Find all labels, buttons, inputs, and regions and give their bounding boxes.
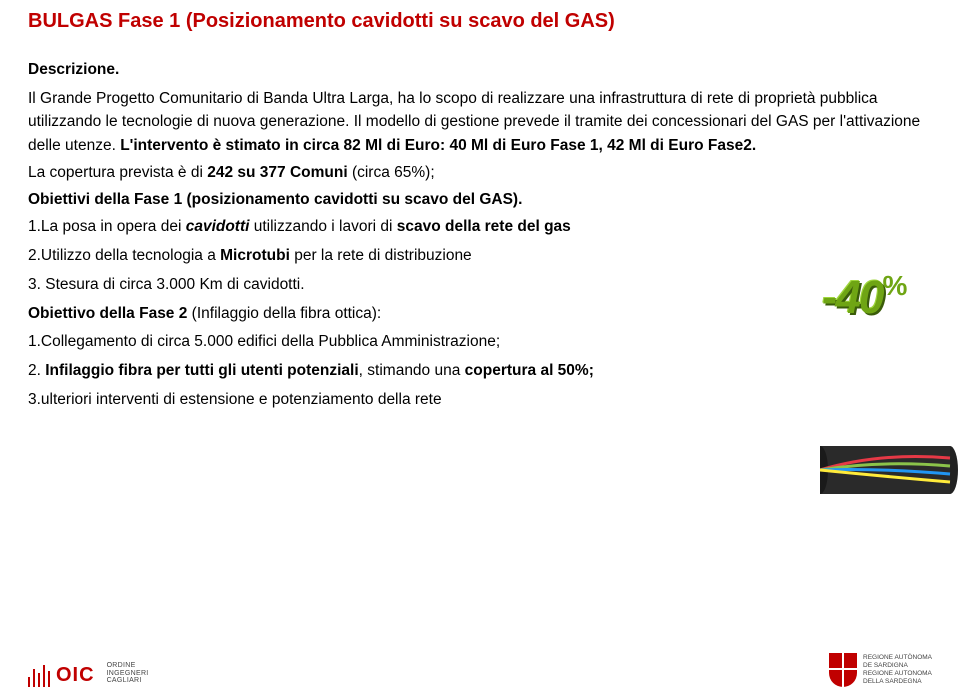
line5-a: 2. [28,362,45,379]
line-5: 2. Infilaggio fibra per tutti gli utenti… [28,359,932,384]
slide-title: BULGAS Fase 1 (Posizionamento cavidotti … [28,10,932,33]
para1-lead: Il Grande Progetto Comunitario di Banda … [28,90,389,107]
oic-logo: OIC ORDINE INGEGNERI CAGLIARI [28,659,149,687]
obj2-paren: (Infilaggio della fibra ottica): [192,305,382,322]
line-4: 1.Collegamento di circa 5.000 edifici de… [28,330,932,355]
oic-text: ORDINE INGEGNERI CAGLIARI [107,662,149,685]
oic-line2: INGEGNERI [107,670,149,678]
sardegna-logo: REGIONE AUTÒNOMA DE SARDIGNA REGIONE AUT… [829,653,932,687]
cable-graphic [820,430,960,510]
line5-c: , stimando una [359,362,465,379]
discount-percent-icon: % [882,270,907,301]
line-6: 3.ulteriori interventi di estensione e p… [28,388,932,413]
sardegna-line1: REGIONE AUTÒNOMA [863,654,932,662]
para2-b: 242 su 377 Comuni [207,164,347,181]
paragraph-1: Il Grande Progetto Comunitario di Banda … [28,87,932,157]
para1-estimate: L'intervento è stimato in circa 82 Ml di… [120,137,756,154]
para2-a: La copertura prevista è di [28,164,207,181]
oic-line3: CAGLIARI [107,677,149,685]
objective-2-label: Obiettivo della Fase 2 (Infilaggio della… [28,302,932,327]
footer: OIC ORDINE INGEGNERI CAGLIARI REGIONE AU… [28,653,932,687]
line1-d: scavo della rete del gas [397,218,571,235]
line2-b: Microtubi [220,247,290,264]
line-1: 1.La posa in opera dei cavidotti utilizz… [28,215,932,240]
discount-badge: -40% [822,270,942,370]
sardegna-text: REGIONE AUTÒNOMA DE SARDIGNA REGIONE AUT… [863,654,932,685]
line2-a: 2.Utilizzo della tecnologia a [28,247,220,264]
line-2: 2.Utilizzo della tecnologia a Microtubi … [28,244,932,269]
para2-c: (circa 65%); [348,164,435,181]
line1-a: 1.La posa in opera dei [28,218,186,235]
line1-b: cavidotti [186,218,250,235]
paragraph-2: La copertura prevista è di 242 su 377 Co… [28,161,932,184]
description-label: Descrizione. [28,61,932,79]
line5-b: Infilaggio fibra per tutti gli utenti po… [45,362,358,379]
sardegna-line3: REGIONE AUTONOMA [863,670,932,678]
oic-label: OIC [56,664,95,687]
line2-c: per la rete di distribuzione [290,247,472,264]
line-3: 3. Stesura di circa 3.000 Km di cavidott… [28,273,932,298]
sardegna-line2: DE SARDIGNA [863,662,932,670]
slide-page: BULGAS Fase 1 (Posizionamento cavidotti … [0,0,960,413]
discount-number: -40 [822,271,882,323]
line5-d: copertura al 50%; [465,362,594,379]
obj2-label: Obiettivo della Fase 2 [28,305,192,322]
cable-icon [820,430,960,510]
oic-bars-icon [28,659,50,687]
objective-1-label: Obiettivi della Fase 1 (posizionamento c… [28,188,932,211]
line1-c: utilizzando i lavori di [249,218,396,235]
oic-line1: ORDINE [107,662,149,670]
sardegna-line4: DELLA SARDEGNA [863,678,932,686]
sardegna-emblem-icon [829,653,857,687]
